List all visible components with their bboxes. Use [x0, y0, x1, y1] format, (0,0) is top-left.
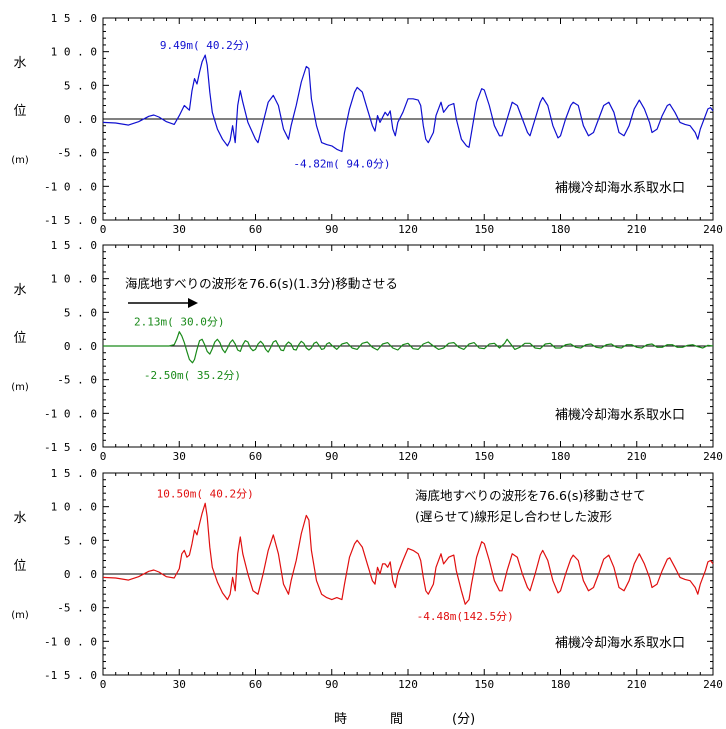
panel-3-note-line: (遅らせて)線形足し合わせした波形: [415, 509, 613, 524]
x-axis-title-part1: 時: [334, 712, 348, 727]
panel-1-xtick-label: 60: [249, 223, 262, 236]
x-axis-title-unit: (分): [452, 712, 476, 727]
panel-3-ytick-label: 1 0 . 0: [51, 501, 97, 514]
panel-2-ytick-label: 1 5 . 0: [51, 239, 97, 252]
panel-3-xtick-label: 0: [100, 678, 107, 691]
panel-1-ytick-label: -1 0 . 0: [44, 180, 97, 193]
panel-3-xtick-label: 210: [627, 678, 647, 691]
panel-3-ytick-label: 0 . 0: [64, 568, 97, 581]
panel-1-xtick-label: 90: [325, 223, 338, 236]
panel-1-ytick-label: -5 . 0: [57, 147, 97, 160]
panel-3-ylabel-char: 水: [13, 511, 26, 526]
panel-2-ytick-label: -5 . 0: [57, 374, 97, 387]
panel-2-shift-note: 海底地すべりの波形を76.6(s)(1.3分)移動させる: [125, 276, 398, 291]
panel-2-xtick-label: 240: [703, 450, 723, 463]
panel-3-location-label: 補機冷却海水系取水口: [555, 636, 685, 651]
panel-3-ylabel-char: 位: [13, 559, 26, 574]
panel-1-location-label: 補機冷却海水系取水口: [555, 181, 685, 196]
panel-2-xtick-label: 60: [249, 450, 262, 463]
panel-1-xtick-label: 30: [173, 223, 186, 236]
panel-3-ylabel-char: (m): [11, 610, 29, 621]
panel-1-annotation: 9.49m( 40.2分): [160, 39, 250, 52]
panel-2-shift-arrow-head: [188, 298, 198, 308]
panel-3-ytick-label: 5 . 0: [64, 534, 97, 547]
panel-3-xtick-label: 30: [173, 678, 186, 691]
panel-1-series-line: [102, 54, 714, 153]
panel-3-ytick-label: 1 5 . 0: [51, 467, 97, 480]
panel-2-xtick-label: 150: [474, 450, 494, 463]
panel-1-ylabel-char: 水: [13, 56, 26, 71]
panel-3-ytick-label: -1 5 . 0: [44, 669, 97, 682]
panel-3-xtick-label: 90: [325, 678, 338, 691]
panel-2-xtick-label: 30: [173, 450, 186, 463]
panel-1-ytick-label: 5 . 0: [64, 79, 97, 92]
panel-2-xtick-label: 0: [100, 450, 107, 463]
panel-2-xtick-label: 210: [627, 450, 647, 463]
panel-3-xtick-label: 120: [398, 678, 418, 691]
panel-2-xtick-label: 90: [325, 450, 338, 463]
panel-1-ylabel-char: 位: [13, 104, 26, 119]
panel-3-ytick-label: -5 . 0: [57, 602, 97, 615]
panel-1-xtick-label: 210: [627, 223, 647, 236]
panel-3-ytick-label: -1 0 . 0: [44, 635, 97, 648]
panel-3-xtick-label: 60: [249, 678, 262, 691]
panel-3-xtick-label: 240: [703, 678, 723, 691]
panel-1-ylabel-char: (m): [11, 155, 29, 166]
panel-1-xtick-label: 150: [474, 223, 494, 236]
panel-2-ytick-label: -1 5 . 0: [44, 441, 97, 454]
panel-2-series-line: [103, 331, 714, 364]
x-axis-title-part2: 間: [390, 712, 404, 727]
panel-2-ytick-label: 0 . 0: [64, 340, 97, 353]
panel-3-note-line: 海底地すべりの波形を76.6(s)移動させて: [415, 488, 646, 503]
panel-1-ytick-label: -1 5 . 0: [44, 214, 97, 227]
panel-2-ytick-label: 1 0 . 0: [51, 273, 97, 286]
panel-1-ytick-label: 1 0 . 0: [51, 46, 97, 59]
panel-1-ytick-label: 1 5 . 0: [51, 12, 97, 25]
panel-1-xtick-label: 120: [398, 223, 418, 236]
panel-1-ytick-label: 0 . 0: [64, 113, 97, 126]
panel-2-xtick-label: 120: [398, 450, 418, 463]
panel-2-ytick-label: -1 0 . 0: [44, 407, 97, 420]
panel-2-ylabel-char: 水: [13, 283, 26, 298]
panel-2-xtick-label: 180: [551, 450, 571, 463]
panel-1-annotation: -4.82m( 94.0分): [293, 157, 390, 170]
panel-2-ylabel-char: 位: [13, 331, 26, 346]
panel-2-ytick-label: 5 . 0: [64, 306, 97, 319]
panel-2-annotation: -2.50m( 35.2分): [144, 369, 241, 382]
panel-1-xtick-label: 0: [100, 223, 107, 236]
panel-3-series-line: [102, 502, 714, 605]
panel-2-annotation: 2.13m( 30.0分): [134, 316, 224, 329]
panel-2-location-label: 補機冷却海水系取水口: [555, 408, 685, 423]
panel-3-annotation: 10.50m( 40.2分): [157, 487, 254, 500]
panel-2-ylabel-char: (m): [11, 382, 29, 393]
panel-3-xtick-label: 150: [474, 678, 494, 691]
panel-3-xtick-label: 180: [551, 678, 571, 691]
panel-1-xtick-label: 240: [703, 223, 723, 236]
panel-3-annotation: -4.48m(142.5分): [417, 610, 514, 623]
panel-1-xtick-label: 180: [551, 223, 571, 236]
